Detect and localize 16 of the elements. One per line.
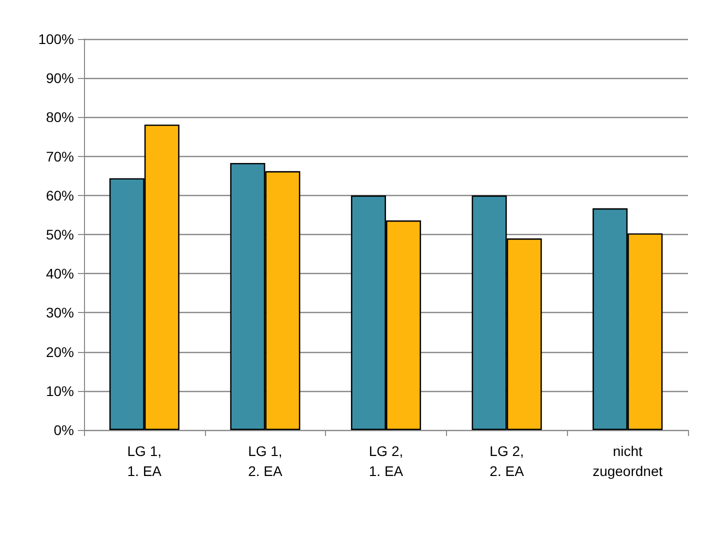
x-tick-label: LG 2, 2. EA — [490, 443, 525, 479]
y-tick-label: 0% — [54, 422, 74, 438]
y-tick-label: 100% — [38, 31, 74, 47]
y-tick-label: 50% — [46, 226, 74, 242]
x-tick-label: LG 1, 1. EA — [127, 443, 162, 479]
y-tick-label: 40% — [46, 266, 74, 282]
y-tick-label: 60% — [46, 187, 74, 204]
x-tick-label: LG 2, 1. EA — [368, 443, 404, 479]
x-tick-label: nicht zugeordnet — [592, 443, 663, 479]
y-tick-label: 90% — [46, 70, 74, 86]
y-tick-label: 30% — [46, 304, 74, 321]
x-tick-label: LG 1, 2. EA — [248, 443, 283, 479]
y-tick-label: 80% — [46, 109, 74, 126]
y-tick-label: 10% — [46, 382, 74, 399]
y-tick-label: 70% — [46, 148, 74, 164]
y-tick-label: 20% — [46, 344, 74, 360]
